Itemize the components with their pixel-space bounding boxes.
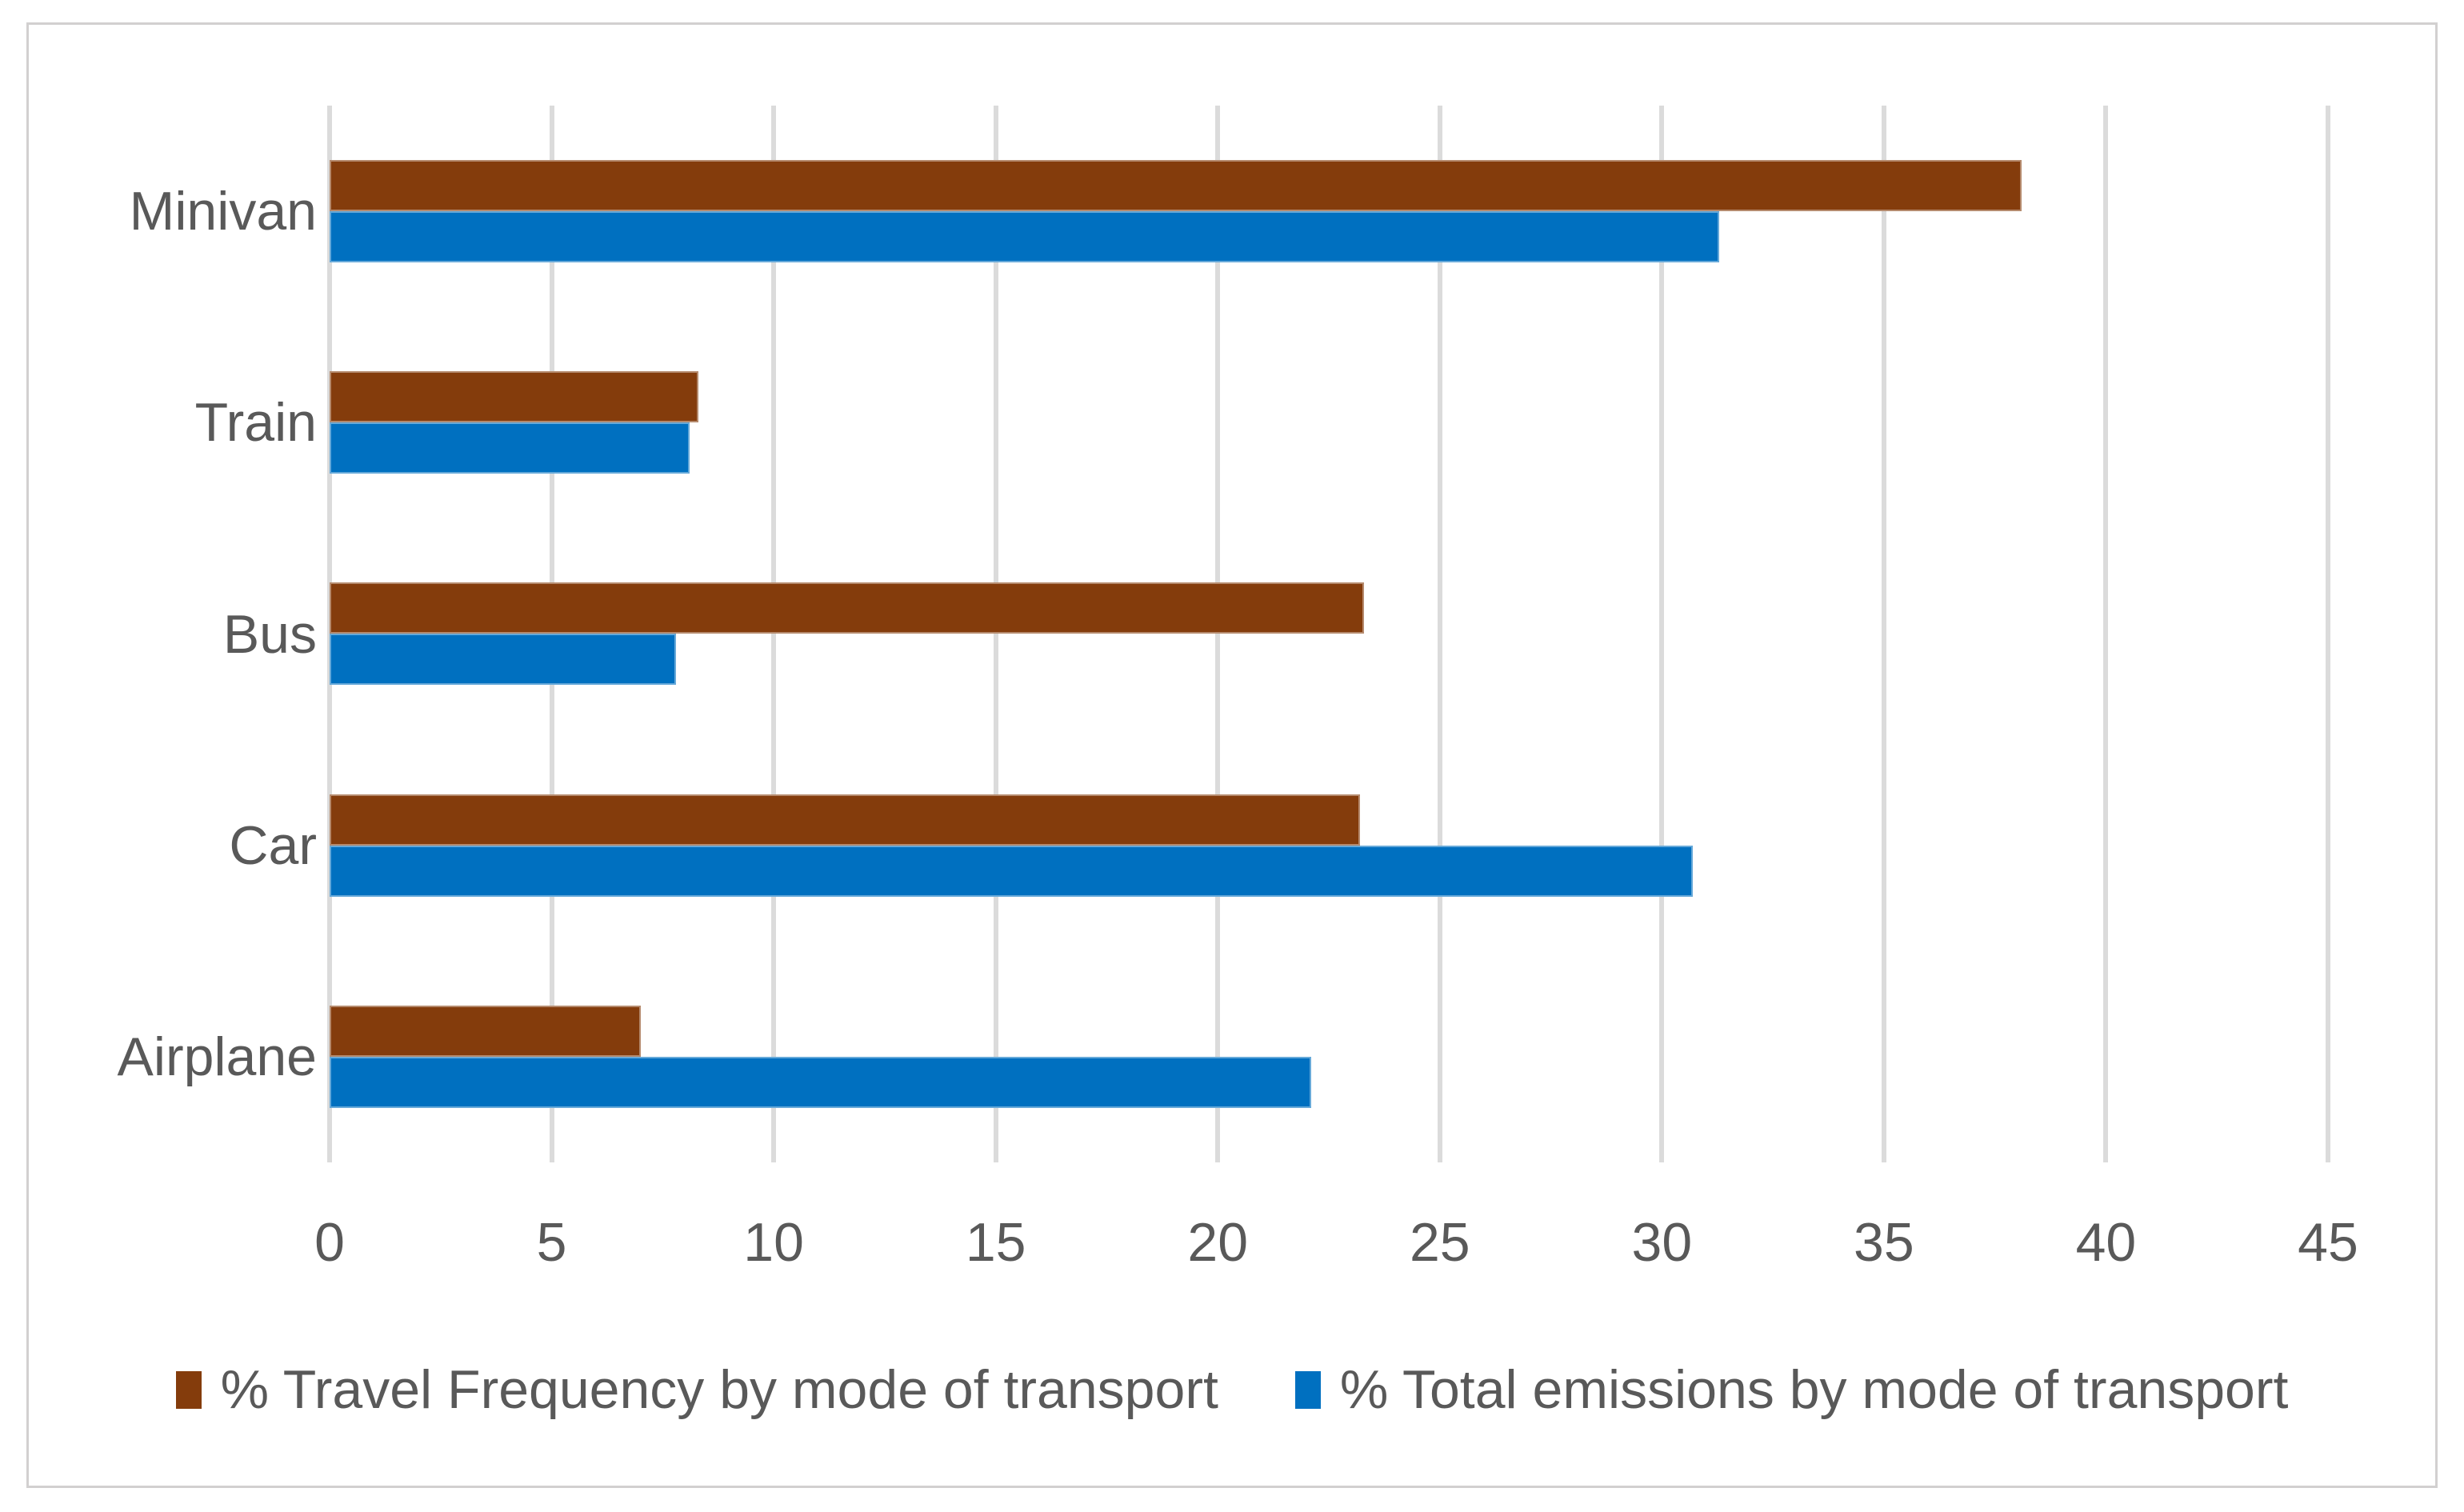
gridline-40 [2103, 106, 2109, 1162]
bar-minivan-travel-frequency-by-mode-of-transport [330, 160, 2022, 211]
x-tick-label-30: 30 [1631, 1212, 1693, 1273]
category-label-bus: Bus [222, 603, 317, 665]
bar-car-travel-frequency-by-mode-of-transport [330, 794, 1360, 846]
legend-label-total-emissions-by-mode-of-transport: % Total emissions by mode of transport [1339, 1359, 2289, 1420]
x-tick-label-35: 35 [1854, 1212, 1914, 1273]
legend-item-travel-frequency-by-mode-of-transport: % Travel Frequency by mode of transport [175, 1359, 1218, 1420]
category-label-minivan: Minivan [129, 181, 317, 242]
legend: % Travel Frequency by mode of transport%… [29, 1362, 2435, 1417]
category-label-train: Train [194, 392, 317, 454]
x-tick-label-25: 25 [1409, 1212, 1470, 1273]
gridline-10 [771, 106, 777, 1162]
gridline-45 [2326, 106, 2330, 1162]
bar-car-total-emissions-by-mode-of-transport [330, 845, 1694, 897]
x-tick-label-20: 20 [1187, 1212, 1249, 1273]
bar-train-travel-frequency-by-mode-of-transport [330, 371, 698, 423]
x-tick-label-15: 15 [965, 1212, 1026, 1273]
gridline-20 [1215, 106, 1221, 1162]
bar-bus-travel-frequency-by-mode-of-transport [330, 582, 1365, 634]
legend-label-travel-frequency-by-mode-of-transport: % Travel Frequency by mode of transport [220, 1359, 1218, 1420]
bar-train-total-emissions-by-mode-of-transport [330, 422, 690, 474]
category-label-car: Car [229, 814, 317, 876]
legend-swatch-icon-total-emissions-by-mode-of-transport [1294, 1370, 1321, 1409]
bar-airplane-total-emissions-by-mode-of-transport [330, 1056, 1311, 1108]
legend-item-total-emissions-by-mode-of-transport: % Total emissions by mode of transport [1294, 1359, 2289, 1420]
x-tick-label-0: 0 [314, 1212, 345, 1273]
gridline-25 [1437, 106, 1442, 1162]
bar-bus-total-emissions-by-mode-of-transport [330, 634, 676, 686]
bar-minivan-total-emissions-by-mode-of-transport [330, 211, 1720, 262]
gridline-30 [1659, 106, 1665, 1162]
x-tick-label-40: 40 [2075, 1212, 2137, 1273]
legend-swatch-icon-travel-frequency-by-mode-of-transport [175, 1370, 202, 1409]
chart-frame: Minivan Train Bus Car Airplane 0 5 10 15 20 25 30 3… [26, 22, 2438, 1488]
bar-airplane-travel-frequency-by-mode-of-transport [330, 1005, 641, 1057]
category-label-airplane: Airplane [117, 1026, 318, 1087]
x-tick-label-45: 45 [2298, 1212, 2358, 1273]
x-tick-label-10: 10 [743, 1212, 804, 1273]
gridline-15 [993, 106, 998, 1162]
x-tick-label-5: 5 [536, 1212, 567, 1273]
gridline-35 [1881, 106, 1886, 1162]
